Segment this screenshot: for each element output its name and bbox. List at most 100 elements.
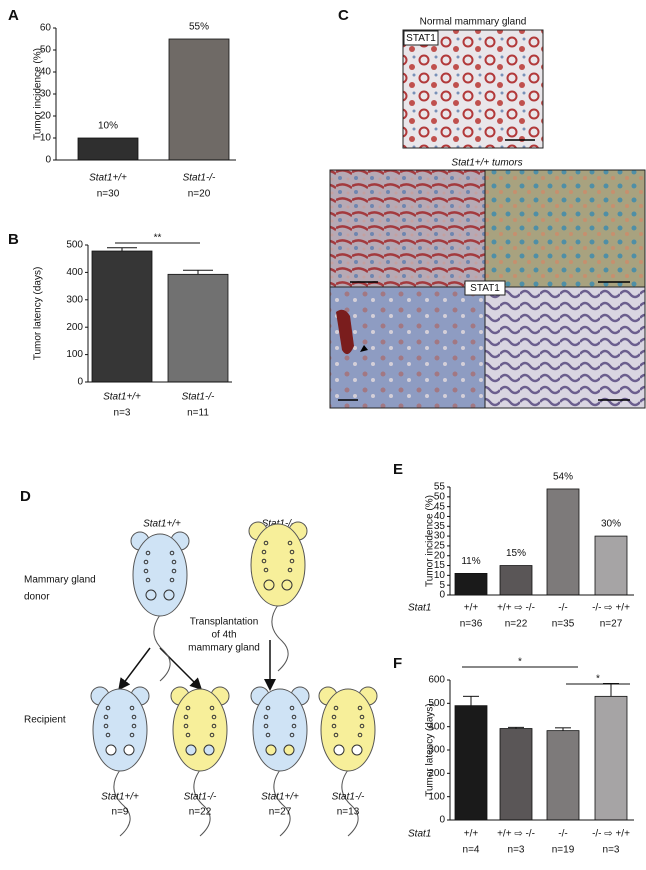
bar (454, 573, 488, 596)
bar-chart: Tumor incidence (%) 0 10 20 30 40 50 60 10% Stat1… (33, 22, 236, 200)
stained-cluster (336, 309, 354, 355)
significance-label: ** (154, 233, 162, 244)
gland-4th (265, 744, 277, 756)
gland (145, 577, 151, 583)
arrowhead (360, 345, 368, 352)
bar (594, 695, 628, 821)
x-tick-label: Stat1+/+ (103, 392, 141, 403)
gland (131, 714, 137, 720)
bar (594, 535, 628, 596)
micrograph-title: Normal mammary gland (420, 17, 527, 28)
gland (169, 577, 175, 583)
gland (145, 550, 151, 556)
micrograph (330, 287, 485, 408)
bar-chart: Tumor incidence (%)051015202530354045505… (408, 472, 634, 630)
x-tick-label: Stat1-/- (183, 173, 216, 184)
value-label: 30% (601, 519, 621, 530)
recipient-label: Recipient (24, 715, 66, 726)
gland (289, 549, 295, 555)
mouse-body (132, 533, 188, 617)
y-tick-label: 400 (428, 721, 445, 732)
micrograph-title: Stat1+/+ tumors (451, 158, 522, 169)
gland (359, 723, 365, 729)
row-label: Stat1 (408, 829, 431, 840)
gland (103, 714, 109, 720)
y-tick-label: 10 (40, 133, 52, 144)
y-tick-label: 50 (434, 491, 446, 502)
x-tick-label: +/+ (464, 603, 479, 614)
y-tick-label: 500 (66, 240, 83, 251)
gland (291, 714, 297, 720)
y-tick-label: 40 (434, 511, 446, 522)
value-label: 54% (553, 472, 573, 483)
n-label: n=3 (603, 845, 620, 856)
donor-label: Mammary gland (24, 575, 96, 586)
transplant-label: mammary gland (188, 643, 260, 654)
bar (167, 273, 229, 383)
y-tick-label: 200 (428, 768, 445, 779)
transplant-label: of 4th (211, 630, 236, 641)
mouse-tail (193, 769, 211, 837)
mouse-tail (271, 604, 289, 672)
n-label: n=22 (505, 619, 528, 630)
mouse-body (320, 688, 376, 772)
gland-4th (105, 744, 117, 756)
y-tick-label: 5 (439, 580, 445, 591)
gland (261, 549, 267, 555)
gland (105, 705, 111, 711)
gland (185, 732, 191, 738)
gland (331, 723, 337, 729)
gland (143, 568, 149, 574)
gland-4th (283, 744, 295, 756)
x-tick-label: Stat1-/- (182, 392, 215, 403)
gland (291, 723, 297, 729)
gland (171, 559, 177, 565)
y-tick-label: 20 (434, 550, 446, 561)
y-tick-label: 0 (439, 815, 445, 826)
y-tick-label: 0 (439, 590, 445, 601)
gland-4th (333, 744, 345, 756)
y-tick-label: 300 (428, 745, 445, 756)
gland (333, 732, 339, 738)
n-label: n=3 (114, 408, 131, 419)
x-tick-label: -/- ⇨ +/+ (592, 603, 630, 614)
bar-chart: Tumor latency (days) 0 100 200 300 400 500 600 +… (408, 657, 634, 856)
gland-4th (263, 579, 275, 591)
bar (499, 728, 533, 821)
recipient-genotype: Stat1-/- (332, 792, 365, 803)
gland (357, 705, 363, 711)
gland (287, 540, 293, 546)
gland (131, 723, 137, 729)
gland-4th (281, 579, 293, 591)
y-tick-label: 10 (434, 570, 446, 581)
y-tick-label: 0 (77, 377, 83, 388)
mouse-body (172, 688, 228, 772)
frame (329, 169, 646, 409)
value-label: 55% (189, 22, 209, 33)
mouse-tail (341, 769, 359, 837)
stain-box (403, 30, 439, 46)
panel-letter: E (393, 461, 403, 478)
value-label: 11% (461, 556, 480, 567)
micrograph (402, 29, 544, 149)
bar-chart: Tumor latency (days) 0 100 200 300 400 500 Stat… (33, 233, 232, 419)
gland (183, 714, 189, 720)
y-tick-label: 40 (40, 67, 52, 78)
recipient-genotype: Stat1-/- (184, 792, 217, 803)
n-label: n=27 (600, 619, 623, 630)
gland (331, 714, 337, 720)
donor-genotype: Stat1+/+ (143, 519, 181, 530)
gland (105, 732, 111, 738)
gland-4th (351, 744, 363, 756)
value-label: 10% (98, 121, 118, 132)
stain-box (464, 280, 506, 296)
bar (168, 38, 230, 161)
y-axis-label: Tumor incidence (%) (33, 48, 44, 140)
bar (454, 705, 488, 821)
transplant-label: Transplantation (190, 617, 259, 628)
significance-label: * (596, 674, 600, 685)
donor-label: donor (24, 592, 50, 603)
panel-letter: D (20, 488, 31, 505)
